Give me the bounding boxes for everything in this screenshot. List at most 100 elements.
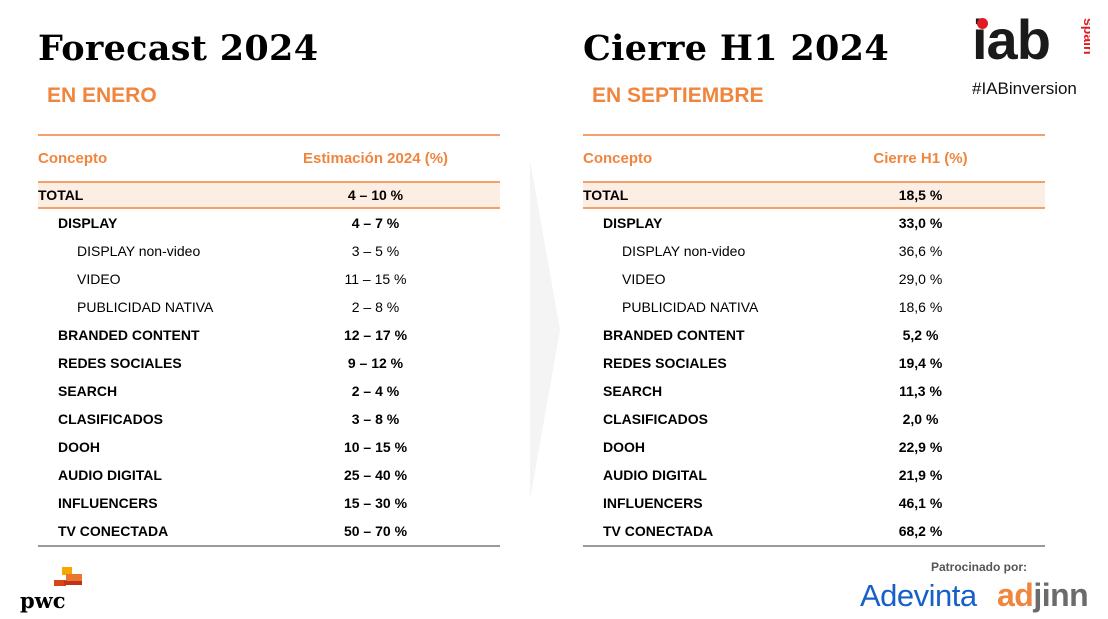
row-value: 3 – 8 %: [351, 411, 400, 427]
table-row: REDES SOCIALES 9 – 12 %: [38, 349, 500, 377]
row-label: DISPLAY: [58, 215, 118, 231]
row-label: REDES SOCIALES: [58, 355, 182, 371]
panel-title: Forecast 2024: [38, 28, 319, 69]
column-header-concept: Concepto: [38, 150, 108, 167]
row-label: DISPLAY non-video: [622, 243, 746, 259]
row-label: CLASIFICADOS: [58, 411, 163, 427]
row-value: 11,3 %: [899, 383, 942, 399]
row-label: TOTAL: [583, 187, 629, 203]
row-value: 11 – 15 %: [344, 271, 407, 287]
table-row: TV CONECTADA 68,2 %: [583, 517, 1045, 545]
row-value: 3 – 5 %: [351, 243, 400, 259]
row-value: 50 – 70 %: [343, 523, 408, 539]
panel-title: Cierre H1 2024: [583, 28, 889, 69]
table-row: TV CONECTADA 50 – 70 %: [38, 517, 500, 545]
iab-dot-icon: [977, 18, 988, 29]
table-row: PUBLICIDAD NATIVA 18,6 %: [583, 293, 1045, 321]
row-label: TOTAL: [38, 187, 84, 203]
table-row: DOOH 22,9 %: [583, 433, 1045, 461]
row-label: DISPLAY: [603, 215, 663, 231]
adjinn-logo-part-b: jinn: [1033, 577, 1089, 613]
row-value: 9 – 12 %: [347, 355, 404, 371]
table-row: DISPLAY 4 – 7 %: [38, 209, 500, 237]
adjinn-logo-part-a: ad: [997, 577, 1034, 613]
row-value: 2 – 8 %: [351, 299, 400, 315]
row-value: 2 – 4 %: [351, 383, 400, 399]
table-row-total: TOTAL 4 – 10 %: [38, 181, 500, 209]
column-header-value: Estimación 2024 (%): [302, 150, 449, 167]
hashtag: #IABinversion: [972, 79, 1077, 98]
row-value: 46,1 %: [898, 495, 943, 511]
row-label: VIDEO: [622, 271, 666, 287]
table-row: DISPLAY non-video 36,6 %: [583, 237, 1045, 265]
table-row: AUDIO DIGITAL 25 – 40 %: [38, 461, 500, 489]
iab-spain-logo: iab spain: [972, 8, 1092, 78]
adevinta-logo: Adevinta: [860, 578, 977, 613]
row-value: 19,4 %: [898, 355, 943, 371]
row-value: 25 – 40 %: [343, 467, 408, 483]
row-value: 22,9 %: [898, 439, 943, 455]
sponsor-label: Patrocinado por:: [931, 560, 1028, 574]
row-value: 4 – 7 %: [351, 215, 400, 231]
row-label: VIDEO: [77, 271, 121, 287]
row-label: INFLUENCERS: [58, 495, 158, 511]
row-value: 12 – 17 %: [343, 327, 408, 343]
table-row: BRANDED CONTENT 12 – 17 %: [38, 321, 500, 349]
table-row: AUDIO DIGITAL 21,9 %: [583, 461, 1045, 489]
row-value: 15 – 30 %: [343, 495, 408, 511]
table-row: REDES SOCIALES 19,4 %: [583, 349, 1045, 377]
table-row-total: TOTAL 18,5 %: [583, 181, 1045, 209]
row-label: PUBLICIDAD NATIVA: [622, 299, 759, 315]
cierre-table: Concepto Cierre H1 (%) TOTAL 18,5 % DISP…: [583, 134, 1045, 547]
row-label: TV CONECTADA: [58, 523, 169, 539]
panel-subtitle: EN SEPTIEMBRE: [592, 84, 764, 107]
iab-region-label: spain: [1081, 18, 1090, 55]
row-label: REDES SOCIALES: [603, 355, 727, 371]
row-label: DOOH: [603, 439, 645, 455]
column-header-concept: Concepto: [583, 150, 653, 167]
row-value: 68,2 %: [898, 523, 943, 539]
row-label: AUDIO DIGITAL: [603, 467, 707, 483]
table-row: VIDEO 29,0 %: [583, 265, 1045, 293]
table-row: CLASIFICADOS 2,0 %: [583, 405, 1045, 433]
table-row: DISPLAY non-video 3 – 5 %: [38, 237, 500, 265]
row-label: AUDIO DIGITAL: [58, 467, 162, 483]
pwc-logo: pwc: [20, 566, 90, 616]
row-value: 36,6 %: [898, 243, 943, 259]
row-label: TV CONECTADA: [603, 523, 714, 539]
pwc-logo-text: pwc: [20, 588, 66, 613]
table-row: PUBLICIDAD NATIVA 2 – 8 %: [38, 293, 500, 321]
table-row: BRANDED CONTENT 5,2 %: [583, 321, 1045, 349]
table-row: DOOH 10 – 15 %: [38, 433, 500, 461]
table-header: Concepto Cierre H1 (%): [583, 136, 1045, 181]
row-value: 29,0 %: [898, 271, 943, 287]
row-value: 5,2 %: [902, 327, 939, 343]
row-label: CLASIFICADOS: [603, 411, 708, 427]
table-row: INFLUENCERS 15 – 30 %: [38, 489, 500, 517]
pwc-blocks-icon: [54, 567, 82, 586]
row-value: 18,6 %: [898, 299, 943, 315]
table-row: VIDEO 11 – 15 %: [38, 265, 500, 293]
row-value: 2,0 %: [902, 411, 939, 427]
row-label: SEARCH: [58, 383, 118, 399]
table-row: SEARCH 11,3 %: [583, 377, 1045, 405]
table-row: INFLUENCERS 46,1 %: [583, 489, 1045, 517]
row-value: 33,0 %: [898, 215, 943, 231]
row-label: INFLUENCERS: [603, 495, 703, 511]
row-value: 18,5 %: [898, 187, 943, 203]
row-label: DISPLAY non-video: [77, 243, 201, 259]
table-bottom-rule: [583, 545, 1045, 547]
svg-text:spain: spain: [1081, 18, 1090, 55]
adjinn-logo: adjinn: [997, 577, 1089, 614]
row-label: SEARCH: [603, 383, 663, 399]
column-header-value: Cierre H1 (%): [873, 150, 968, 167]
row-label: BRANDED CONTENT: [603, 327, 745, 343]
row-value: 4 – 10 %: [347, 187, 404, 203]
table-row: DISPLAY 33,0 %: [583, 209, 1045, 237]
chevron-right-icon: [530, 160, 560, 500]
row-value: 10 – 15 %: [343, 439, 408, 455]
table-row: CLASIFICADOS 3 – 8 %: [38, 405, 500, 433]
table-header: Concepto Estimación 2024 (%): [38, 136, 500, 181]
row-label: BRANDED CONTENT: [58, 327, 200, 343]
row-label: DOOH: [58, 439, 100, 455]
